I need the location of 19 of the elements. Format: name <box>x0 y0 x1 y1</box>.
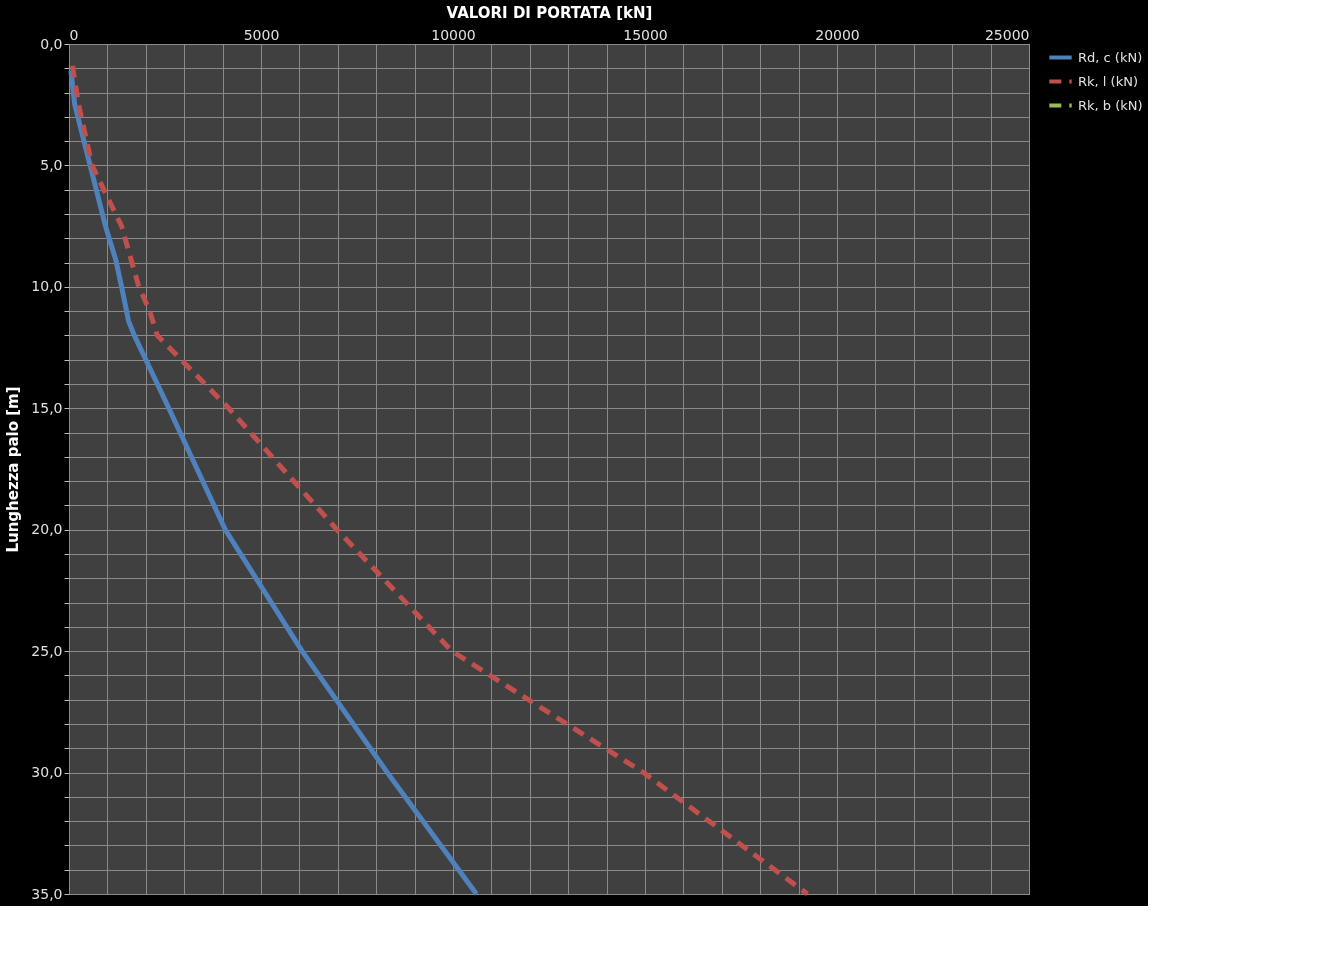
x-tick-label: 20000 <box>815 26 860 43</box>
legend-label: Rk, b (kN) <box>1078 97 1143 113</box>
y-tick-label: 25,0 <box>31 642 63 659</box>
y-axis-title: Lunghezza palo [m] <box>4 386 23 553</box>
y-tick-label: 0,0 <box>40 35 63 52</box>
y-tick-label: 10,0 <box>31 278 63 295</box>
x-tick-label: 25000 <box>984 26 1030 43</box>
y-tick-label: 5,0 <box>40 156 63 173</box>
x-tick-label: 10000 <box>431 26 476 43</box>
x-tick-label: 15000 <box>623 26 668 43</box>
y-tick-label: 35,0 <box>31 885 63 902</box>
y-tick-label: 20,0 <box>31 521 63 538</box>
y-tick-label: 15,0 <box>31 399 63 416</box>
y-tick-label: 30,0 <box>31 764 63 781</box>
legend-label: Rk, l (kN) <box>1078 73 1138 89</box>
legend-label: Rd, c (kN) <box>1078 49 1143 65</box>
x-tick-label: 5000 <box>243 26 280 43</box>
x-tick-label: 0 <box>69 26 79 43</box>
x-axis-title: VALORI DI PORTATA [kN] <box>446 3 653 22</box>
